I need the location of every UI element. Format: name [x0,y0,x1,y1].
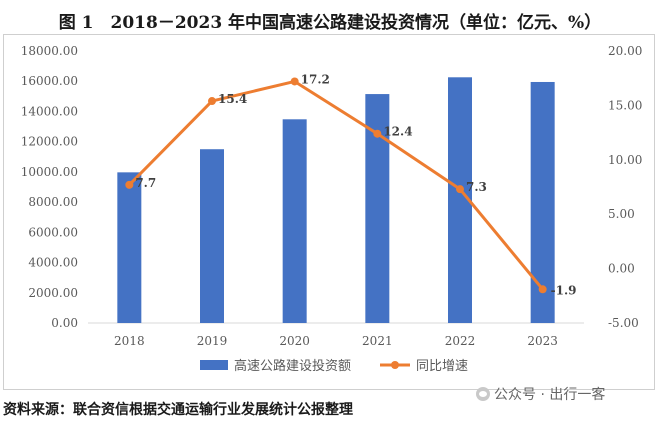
data-label: 15.4 [218,92,247,106]
legend-line-label: 同比增速 [416,359,468,374]
watermark: 公众号 · 出行一客 [476,384,605,404]
line-series: 7.7 15.4 17.2 12.4 7.3 -1.9 [125,72,577,297]
y-right-tick-label: 0.00 [608,262,635,276]
bar [117,172,142,323]
chart-title: 图 1 2018－2023 年中国高速公路建设投资情况（单位：亿元、%） [58,13,602,33]
data-label: 7.3 [466,180,487,194]
x-tick-label: 2020 [279,334,310,348]
y-left-tick-label: 16000.00 [21,74,78,88]
data-label: -1.9 [551,283,577,297]
y-left-tick-label: 2000.00 [28,286,78,300]
chart-svg: 0.00 2000.00 4000.00 6000.00 8000.00 10000.00… [21,44,643,374]
y-left-tick-label: 8000.00 [28,195,78,209]
line-point [208,97,216,106]
line-point [538,285,547,294]
source-note: 资料来源：联合资信根据交通运输行业发展统计公报整理 [3,402,353,418]
line-point [373,129,382,138]
y-left-tick-label: 12000.00 [21,135,78,149]
y-right-tick-label: 5.00 [608,207,635,221]
legend-line-marker [391,361,399,369]
chart-frame: 0.00 2000.00 4000.00 6000.00 8000.00 10000.00… [3,34,655,390]
y-left-tick-label: 14000.00 [21,104,78,118]
legend-bar-swatch [200,360,228,370]
x-axis: 2018 2019 2020 2021 2022 2023 [88,322,584,348]
growth-line [128,79,544,291]
bar-series [117,77,555,324]
y-left-tick-label: 6000.00 [28,225,78,239]
legend-bar-label: 高速公路建设投资额 [234,358,351,374]
x-tick-label: 2023 [527,334,558,348]
data-label: 7.7 [135,176,156,190]
watermark-text: 公众号 · 出行一客 [494,387,606,403]
bar [282,119,307,324]
y-right-tick-label: 15.00 [608,98,642,112]
x-tick-label: 2022 [445,334,476,348]
y-right-tick-label: 10.00 [608,153,642,167]
bar [200,149,224,323]
y-right-tick-label: -5.00 [608,316,639,330]
y-left-tick-label: 4000.00 [28,256,78,270]
y-left-tick-label: 18000.00 [21,44,78,58]
x-tick-label: 2018 [114,334,145,348]
legend: 高速公路建设投资额 同比增速 [200,358,468,374]
x-tick-label: 2019 [197,334,228,348]
y-axis-left: 0.00 2000.00 4000.00 6000.00 8000.00 10000.00… [21,44,78,330]
data-label: 12.4 [383,125,412,139]
line-point [456,185,464,194]
wechat-icon [476,387,490,401]
line-point [125,180,134,189]
y-left-tick-label: 0.00 [51,316,78,330]
x-tick-label: 2021 [362,334,393,348]
y-axis-right: -5.00 0.00 5.00 10.00 15.00 20.00 [608,44,642,330]
data-label: 17.2 [301,72,330,86]
y-left-tick-label: 10000.00 [21,165,78,179]
line-point [290,77,299,86]
bar [530,81,555,323]
y-right-tick-label: 20.00 [608,44,642,58]
